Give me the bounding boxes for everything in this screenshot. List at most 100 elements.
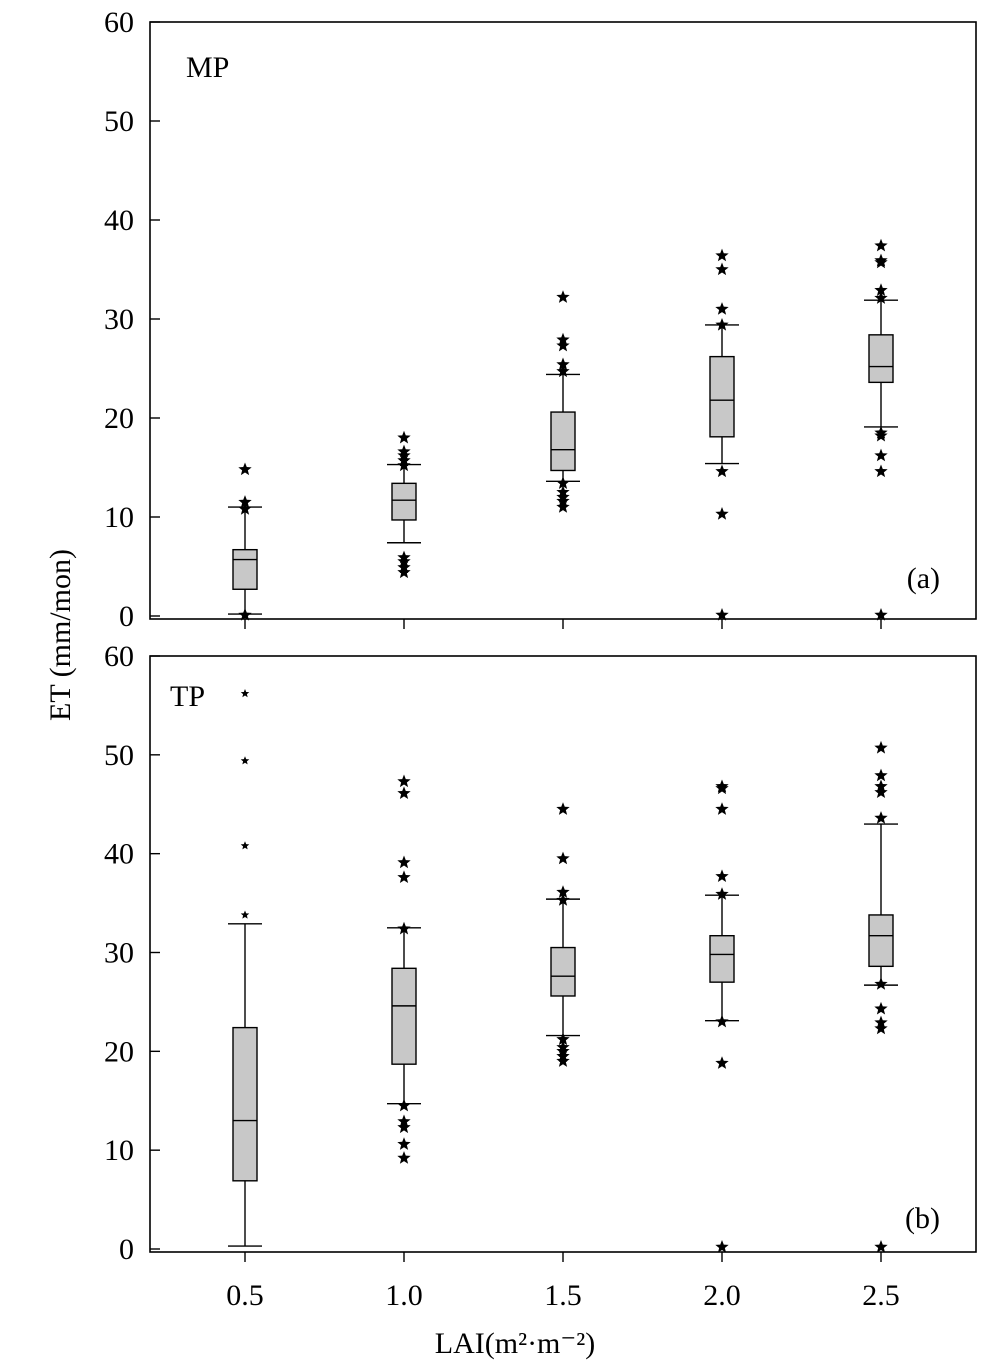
panel-name: TP	[170, 680, 205, 713]
outlier-point	[556, 1040, 570, 1054]
outlier-point	[715, 1014, 729, 1028]
outlier-point	[874, 785, 888, 799]
iqr-box	[232, 1026, 258, 1182]
outlier-point	[715, 802, 729, 815]
outlier-point	[715, 248, 729, 262]
outlier-point	[397, 458, 411, 472]
outlier-point	[397, 855, 411, 869]
panel-name: MP	[186, 51, 229, 84]
outlier-point	[874, 253, 888, 267]
panel-mp: 0 10 20 30 40 50 60 MP (a)	[104, 6, 977, 633]
outlier-point	[556, 893, 570, 906]
outlier-point	[397, 550, 411, 564]
outlier-point	[715, 608, 729, 621]
outlier-point	[556, 1032, 570, 1046]
outlier-point	[556, 1044, 570, 1057]
box-group	[228, 689, 262, 1247]
outlier-point	[397, 444, 411, 458]
outlier-point	[397, 560, 411, 574]
outlier-point	[874, 425, 888, 439]
y-tick-label: 20	[104, 402, 134, 435]
outlier-point	[874, 608, 888, 621]
outlier-point	[715, 869, 729, 883]
outlier-point	[397, 1098, 411, 1112]
outlier-point	[715, 464, 729, 478]
box-group	[546, 802, 580, 1067]
y-tick-label: 40	[104, 204, 134, 237]
outlier-point	[397, 774, 411, 788]
y-tick-label: 30	[104, 937, 134, 970]
iqr-box	[868, 914, 894, 968]
outlier-point	[715, 1240, 729, 1253]
iqr-box	[550, 946, 576, 997]
x-tick-label: 0.5	[226, 1279, 264, 1312]
iqr-box	[709, 355, 735, 438]
outlier-point	[556, 500, 570, 513]
x-axis-title: LAI(m²·m⁻²)	[435, 1327, 595, 1360]
outlier-point	[397, 1151, 411, 1164]
outlier-point	[556, 290, 570, 303]
outlier-point	[874, 977, 888, 990]
y-tick-label: 60	[104, 640, 134, 673]
outlier-point	[874, 768, 888, 782]
box-group	[228, 462, 262, 621]
plot-frame	[149, 21, 977, 620]
y-tick-label: 50	[104, 739, 134, 772]
x-axis-title-main: LAI	[435, 1327, 485, 1360]
outlier-point	[397, 1137, 411, 1150]
outlier-point	[556, 364, 570, 378]
outlier-point	[238, 462, 252, 476]
outlier-point	[874, 1001, 888, 1015]
y-tick-label: 50	[104, 105, 134, 138]
y-tick-label: 60	[104, 6, 134, 39]
outlier-point	[397, 565, 411, 579]
iqr-box	[232, 548, 258, 590]
iqr-box	[391, 967, 417, 1065]
outlier-point	[240, 689, 250, 698]
outlier-point	[556, 476, 570, 489]
outlier-point	[874, 1021, 888, 1035]
outlier-point	[874, 811, 888, 824]
outlier-point	[874, 464, 888, 478]
outlier-point	[397, 448, 411, 462]
box-group	[864, 740, 898, 1253]
iqr-box	[391, 482, 417, 521]
box-group	[546, 290, 580, 513]
outlier-point	[556, 802, 570, 815]
y-tick-label: 0	[119, 600, 134, 633]
box-group	[705, 779, 739, 1253]
outlier-point	[397, 554, 411, 568]
outlier-point	[715, 317, 729, 331]
outlier-point	[397, 786, 411, 800]
y-tick-label: 30	[104, 303, 134, 336]
outlier-point	[238, 495, 252, 508]
panel-tag: (a)	[907, 562, 940, 595]
outlier-point	[715, 302, 729, 315]
outlier-point	[397, 870, 411, 884]
outlier-point	[715, 1056, 729, 1069]
outlier-point	[556, 485, 570, 498]
panel-tag: (b)	[905, 1202, 940, 1235]
outlier-point	[556, 338, 570, 352]
outlier-point	[715, 262, 729, 276]
x-axis-title-unit: (m²·m⁻²)	[485, 1327, 595, 1360]
iqr-box	[550, 411, 576, 472]
outlier-point	[556, 357, 570, 371]
outlier-point	[397, 921, 411, 935]
panel-tp: 0 10 20 30 40 50 60 0.5 1.0 1.5 2.0 2.5 TP (b)	[104, 640, 977, 1312]
iqr-box	[868, 334, 894, 384]
y-tick-label: 20	[104, 1035, 134, 1068]
outlier-point	[240, 910, 250, 919]
outlier-point	[874, 779, 888, 793]
outlier-point	[397, 430, 411, 444]
outlier-point	[874, 291, 888, 304]
outlier-point	[874, 740, 888, 754]
y-tick-label: 0	[119, 1233, 134, 1266]
outlier-point	[397, 453, 411, 467]
outlier-point	[874, 238, 888, 252]
outlier-point	[240, 756, 250, 765]
x-tick-label: 2.5	[862, 1279, 900, 1312]
outlier-point	[874, 1015, 888, 1029]
outlier-point	[874, 448, 888, 462]
